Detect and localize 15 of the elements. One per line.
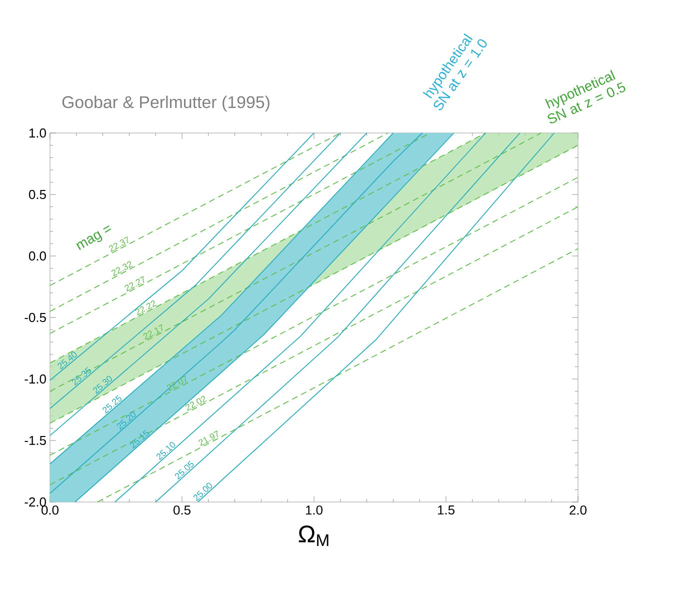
chart-title: Goobar & Perlmutter (1995) bbox=[62, 96, 270, 112]
x-tick-label: 1.5 bbox=[438, 506, 454, 515]
y-tick-label: -1.5 bbox=[24, 436, 46, 446]
x-tick-label: 1.0 bbox=[306, 506, 323, 515]
y-tick-label: 0.0 bbox=[28, 251, 46, 261]
y-tick-label: -1.0 bbox=[24, 374, 46, 384]
x-tick-label: 2.0 bbox=[570, 506, 587, 515]
text: 22.22 bbox=[135, 300, 157, 316]
y-tick-label: -2.0 bbox=[24, 497, 46, 507]
y-tick-label: 0.5 bbox=[28, 190, 46, 200]
x-tick-label: 0.0 bbox=[42, 506, 59, 515]
y-tick-label: -0.5 bbox=[24, 312, 46, 322]
x-tick-label: 0.5 bbox=[174, 506, 190, 515]
y-tick-label: 1.0 bbox=[29, 128, 46, 138]
x-axis-title: Ω$_{M}$ bbox=[298, 526, 328, 546]
